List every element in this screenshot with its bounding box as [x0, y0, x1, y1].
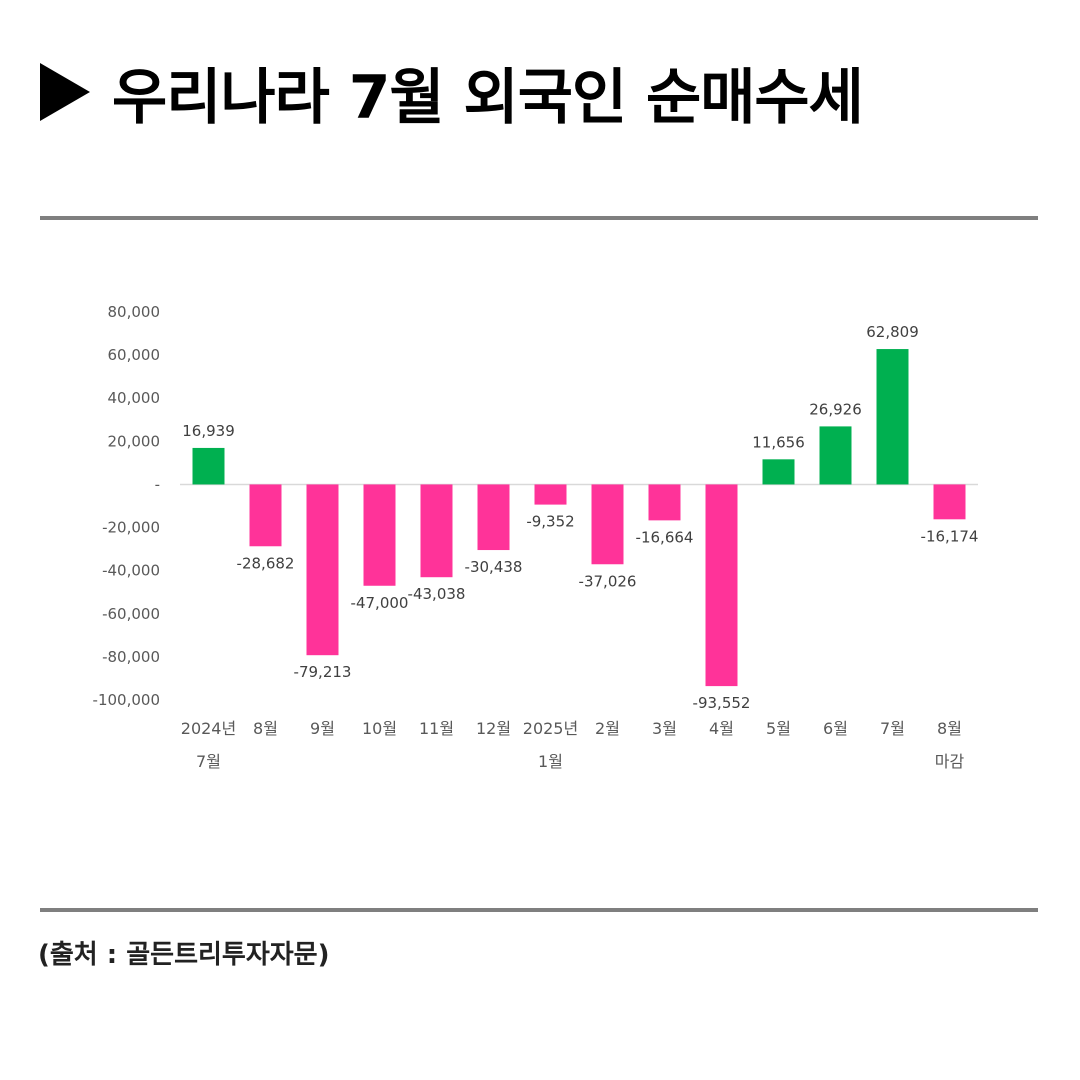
data-label: 62,809: [866, 323, 919, 341]
category-label: 2월: [595, 719, 620, 738]
bar: [249, 484, 282, 547]
play-triangle-icon: [40, 63, 90, 121]
bar: [648, 484, 681, 521]
data-label: -79,213: [294, 663, 352, 681]
data-label: -43,038: [408, 585, 466, 603]
category-label: 3월: [652, 719, 677, 738]
data-label: -47,000: [351, 594, 409, 612]
bottom-divider: [40, 908, 1038, 912]
data-label: 16,939: [182, 422, 235, 440]
category-label: 10월: [362, 719, 397, 738]
category-label: 9월: [310, 719, 335, 738]
data-label: -16,664: [636, 528, 694, 546]
category-label: 6월: [823, 719, 848, 738]
y-tick-label: 80,000: [108, 303, 161, 321]
category-label: 4월: [709, 719, 734, 738]
bar: [192, 447, 225, 485]
category-label: 11월: [419, 719, 454, 738]
category-label: 1월: [538, 752, 563, 771]
category-label: 마감: [935, 752, 965, 771]
data-label: 26,926: [809, 400, 862, 418]
bar: [591, 484, 624, 565]
bar: [819, 426, 852, 485]
bar: [477, 484, 510, 551]
data-label: -37,026: [579, 572, 637, 590]
y-tick-label: 20,000: [108, 432, 161, 450]
y-tick-label: -100,000: [93, 691, 160, 709]
data-label: -93,552: [693, 694, 751, 712]
y-tick-label: -40,000: [102, 562, 160, 580]
title-row: 우리나라 7월 외국인 순매수세: [40, 52, 864, 133]
y-tick-label: 40,000: [108, 389, 161, 407]
y-tick-label: -60,000: [102, 605, 160, 623]
bar: [876, 349, 909, 485]
category-label: 7월: [880, 719, 905, 738]
category-label: 8월: [253, 719, 278, 738]
y-tick-label: -: [155, 475, 160, 493]
category-label: 5월: [766, 719, 791, 738]
category-label: 7월: [196, 752, 221, 771]
data-label: 11,656: [752, 433, 805, 451]
bar: [762, 459, 795, 485]
data-label: -9,352: [526, 513, 574, 531]
y-tick-label: -80,000: [102, 648, 160, 666]
category-label: 12월: [476, 719, 511, 738]
data-label: -28,682: [237, 554, 295, 572]
data-label: -16,174: [921, 527, 979, 545]
category-label: 2025년: [523, 719, 578, 738]
bar: [705, 484, 738, 687]
category-label: 2024년: [181, 719, 236, 738]
bar: [933, 484, 966, 520]
source-note: (출처 : 골든트리투자자문): [38, 940, 330, 970]
category-label: 8월: [937, 719, 962, 738]
bar: [363, 484, 396, 586]
y-tick-label: -20,000: [102, 519, 160, 537]
y-tick-label: 60,000: [108, 346, 161, 364]
top-divider: [40, 216, 1038, 220]
bar: [420, 484, 453, 578]
data-label: -30,438: [465, 558, 523, 576]
page-title: 우리나라 7월 외국인 순매수세: [112, 62, 864, 133]
bar: [306, 484, 339, 656]
bar: [534, 484, 567, 505]
